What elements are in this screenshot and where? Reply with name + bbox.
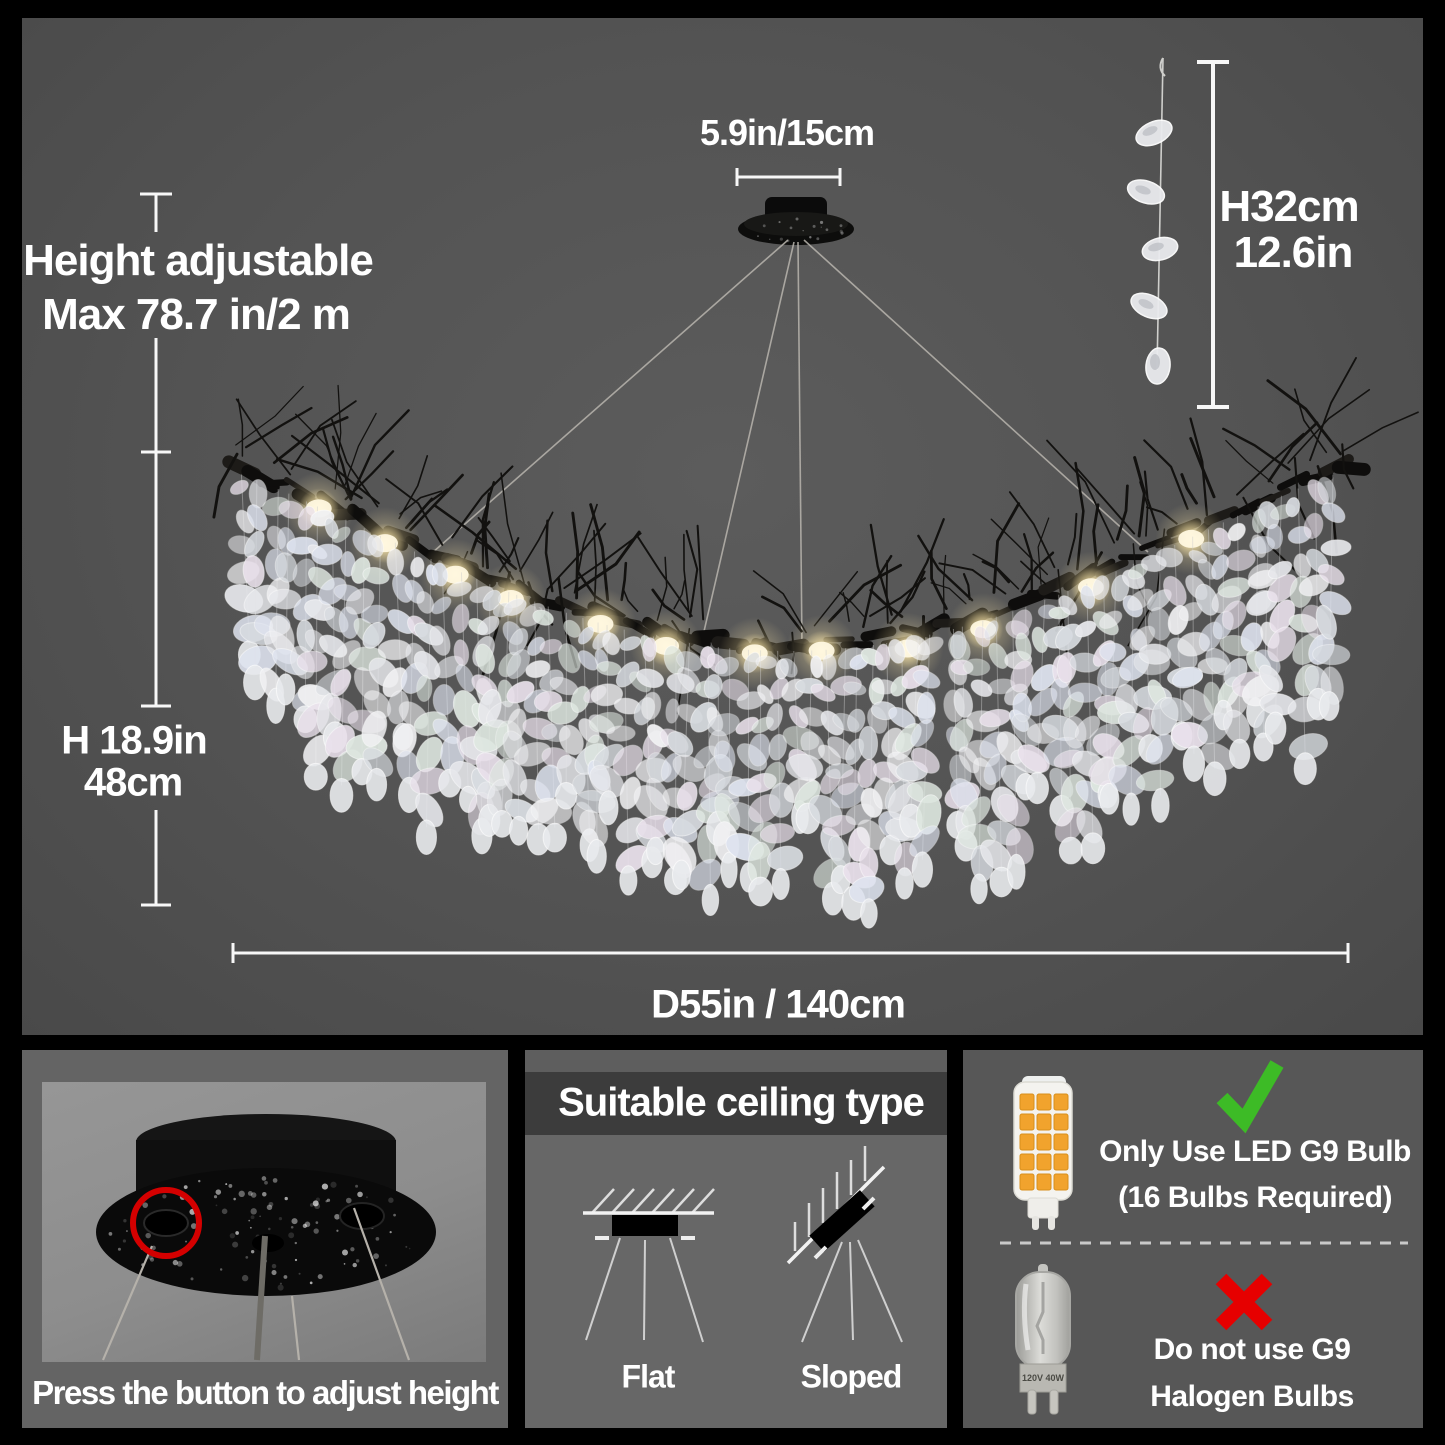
strand-height-label-line1: H32cm <box>1219 182 1359 231</box>
main-product-panel <box>22 18 1423 1035</box>
diameter-label: D55in / 140cm <box>651 982 906 1027</box>
canopy-photo-area <box>42 1082 486 1362</box>
halogen-warning-line1: Do not use G9 <box>1153 1333 1351 1366</box>
halogen-warning-line2: Halogen Bulbs <box>1150 1380 1354 1413</box>
height-adjustable-label-line1: Height adjustable <box>23 236 374 285</box>
fixture-height-label-line1: H 18.9in <box>61 718 207 763</box>
led-instruction-line1: Only Use LED G9 Bulb <box>1099 1135 1411 1168</box>
flat-label: Flat <box>621 1358 676 1395</box>
ceiling-type-header <box>525 1072 947 1135</box>
height-adjustable-label-line2: Max 78.7 in/2 m <box>42 290 351 339</box>
fixture-height-label-line2: 48cm <box>83 760 183 805</box>
bulb-info-panel <box>963 1050 1423 1428</box>
halogen-marking-label: 120V 40W <box>1021 1373 1065 1383</box>
sloped-label: Sloped <box>800 1358 903 1395</box>
canopy-width-label: 5.9in/15cm <box>699 112 875 153</box>
ceiling-type-title: Suitable ceiling type <box>558 1080 925 1125</box>
led-instruction-line2: (16 Bulbs Required) <box>1118 1181 1392 1214</box>
adjust-caption: Press the button to adjust height <box>32 1374 499 1411</box>
strand-height-label-line2: 12.6in <box>1233 228 1354 277</box>
